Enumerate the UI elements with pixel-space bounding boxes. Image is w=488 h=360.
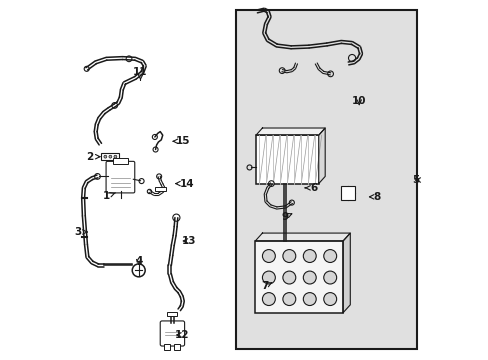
Circle shape <box>303 293 316 306</box>
Text: 6: 6 <box>305 183 317 193</box>
Text: 10: 10 <box>351 96 366 106</box>
Text: 12: 12 <box>174 330 188 340</box>
Circle shape <box>104 155 106 158</box>
Circle shape <box>323 293 336 306</box>
Bar <box>164 343 169 350</box>
Text: 15: 15 <box>173 136 190 146</box>
Text: 9: 9 <box>281 212 291 221</box>
Circle shape <box>282 293 295 306</box>
Polygon shape <box>255 233 349 241</box>
Bar <box>255 241 343 313</box>
FancyBboxPatch shape <box>106 161 135 193</box>
Text: 7: 7 <box>261 281 271 291</box>
FancyBboxPatch shape <box>160 321 184 346</box>
Bar <box>255 135 318 184</box>
Circle shape <box>109 155 112 158</box>
Text: 8: 8 <box>369 192 380 202</box>
Circle shape <box>282 271 295 284</box>
Circle shape <box>303 271 316 284</box>
Circle shape <box>114 155 117 158</box>
Bar <box>167 312 177 316</box>
Bar <box>101 153 119 160</box>
Text: 4: 4 <box>135 256 142 266</box>
Circle shape <box>262 271 275 284</box>
Text: 2: 2 <box>86 152 100 162</box>
Polygon shape <box>255 128 325 135</box>
Polygon shape <box>318 128 325 184</box>
Text: 3: 3 <box>74 227 87 237</box>
Bar <box>155 187 166 192</box>
Circle shape <box>282 249 295 262</box>
Text: 14: 14 <box>176 179 194 189</box>
Circle shape <box>323 249 336 262</box>
Text: 11: 11 <box>133 67 147 80</box>
Text: 1: 1 <box>102 191 115 201</box>
Bar <box>235 10 416 348</box>
Text: 13: 13 <box>182 236 196 246</box>
Bar <box>174 343 179 350</box>
Text: 5: 5 <box>411 175 420 185</box>
Circle shape <box>262 293 275 306</box>
Bar <box>341 186 354 200</box>
Circle shape <box>262 249 275 262</box>
Bar <box>113 158 128 164</box>
Polygon shape <box>343 233 349 313</box>
Circle shape <box>303 249 316 262</box>
Circle shape <box>323 271 336 284</box>
